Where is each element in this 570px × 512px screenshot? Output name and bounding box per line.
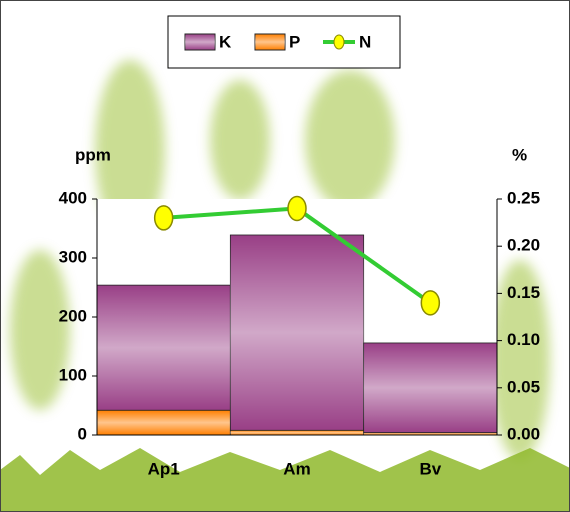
y2-axis-title: %	[512, 145, 527, 164]
line-marker	[421, 291, 439, 315]
line-marker	[288, 196, 306, 220]
y2-tick-label: 0.25	[507, 188, 540, 207]
legend-label: K	[219, 32, 232, 51]
bar-shine	[364, 343, 497, 433]
y2-tick-label: 0.10	[507, 330, 540, 349]
x-tick-label: Bv	[419, 459, 441, 478]
y-axis-title: ppm	[75, 145, 111, 164]
y-tick-label: 400	[59, 188, 87, 207]
page: ppm % 0 100 200 300 400 0.00 0.05 0.10 0.15 0.20 0…	[0, 0, 570, 512]
bar-shine	[97, 285, 230, 410]
legend-label: N	[359, 32, 371, 51]
bar-shine	[230, 430, 363, 435]
line-marker	[155, 206, 173, 230]
legend-marker	[334, 35, 344, 49]
legend-shine	[185, 34, 215, 50]
chart: ppm % 0 100 200 300 400 0.00 0.05 0.10 0.15 0.20 0…	[0, 0, 570, 512]
bar-shine	[97, 410, 230, 435]
bar-shine	[230, 235, 363, 430]
y-tick-label: 200	[59, 306, 87, 325]
y-tick-label: 100	[59, 365, 87, 384]
y2-tick-label: 0.00	[507, 424, 540, 443]
legend-label: P	[289, 32, 300, 51]
y2-tick-label: 0.15	[507, 283, 540, 302]
y-tick-label: 0	[78, 424, 87, 443]
legend-shine	[255, 34, 285, 50]
y2-tick-label: 0.20	[507, 236, 540, 255]
y-tick-label: 300	[59, 247, 87, 266]
x-tick-label: Am	[283, 459, 310, 478]
y2-tick-label: 0.05	[507, 377, 540, 396]
x-tick-label: Ap1	[148, 459, 180, 478]
